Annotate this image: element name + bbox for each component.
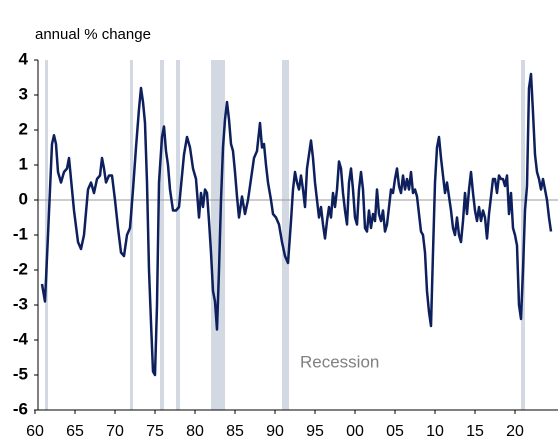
- axes: -6 -5 -4 -3 -2 -1 0 1 2 3 4 60 65 70 75 80 85 90 95 00 05 10 1…: [13, 49, 558, 440]
- x-tick-label: 15: [466, 423, 484, 440]
- recession-bands: [45, 60, 525, 410]
- x-tick-label: 00: [346, 423, 364, 440]
- x-tick-label: 85: [226, 423, 244, 440]
- recession-band: [45, 60, 48, 410]
- y-tick-label: 1: [19, 154, 28, 173]
- y-tick-label: -5: [13, 364, 28, 383]
- recession-band: [130, 60, 133, 410]
- x-tick-label: 60: [26, 423, 44, 440]
- y-tick-label: 2: [19, 119, 28, 138]
- y-tick-label: 0: [19, 189, 28, 208]
- y-tick-label: -2: [13, 259, 28, 278]
- y-axis-label: annual % change: [35, 26, 151, 43]
- x-tick-label: 65: [66, 423, 84, 440]
- y-tick-label: 4: [19, 49, 29, 68]
- x-tick-label: 05: [386, 423, 404, 440]
- recession-band: [282, 60, 289, 410]
- x-tick-label: 70: [106, 423, 124, 440]
- plot: [40, 72, 553, 377]
- recession-band: [176, 60, 180, 410]
- y-tick-label: -1: [13, 224, 28, 243]
- data-line: [40, 72, 553, 377]
- recession-band: [211, 60, 225, 410]
- recession-band: [160, 60, 164, 410]
- y-tick-label: -3: [13, 294, 28, 313]
- annotation: Recession: [300, 352, 379, 371]
- x-tick-label: 75: [146, 423, 164, 440]
- x-tick-label: 20: [506, 423, 524, 440]
- y-tick-label: -6: [13, 399, 28, 418]
- y-tick-label: 3: [19, 84, 28, 103]
- x-tick-label: 90: [266, 423, 284, 440]
- x-tick-label: 80: [186, 423, 204, 440]
- x-tick-label: 10: [426, 423, 444, 440]
- x-tick-label: 95: [306, 423, 324, 440]
- y-tick-label: -4: [13, 329, 29, 348]
